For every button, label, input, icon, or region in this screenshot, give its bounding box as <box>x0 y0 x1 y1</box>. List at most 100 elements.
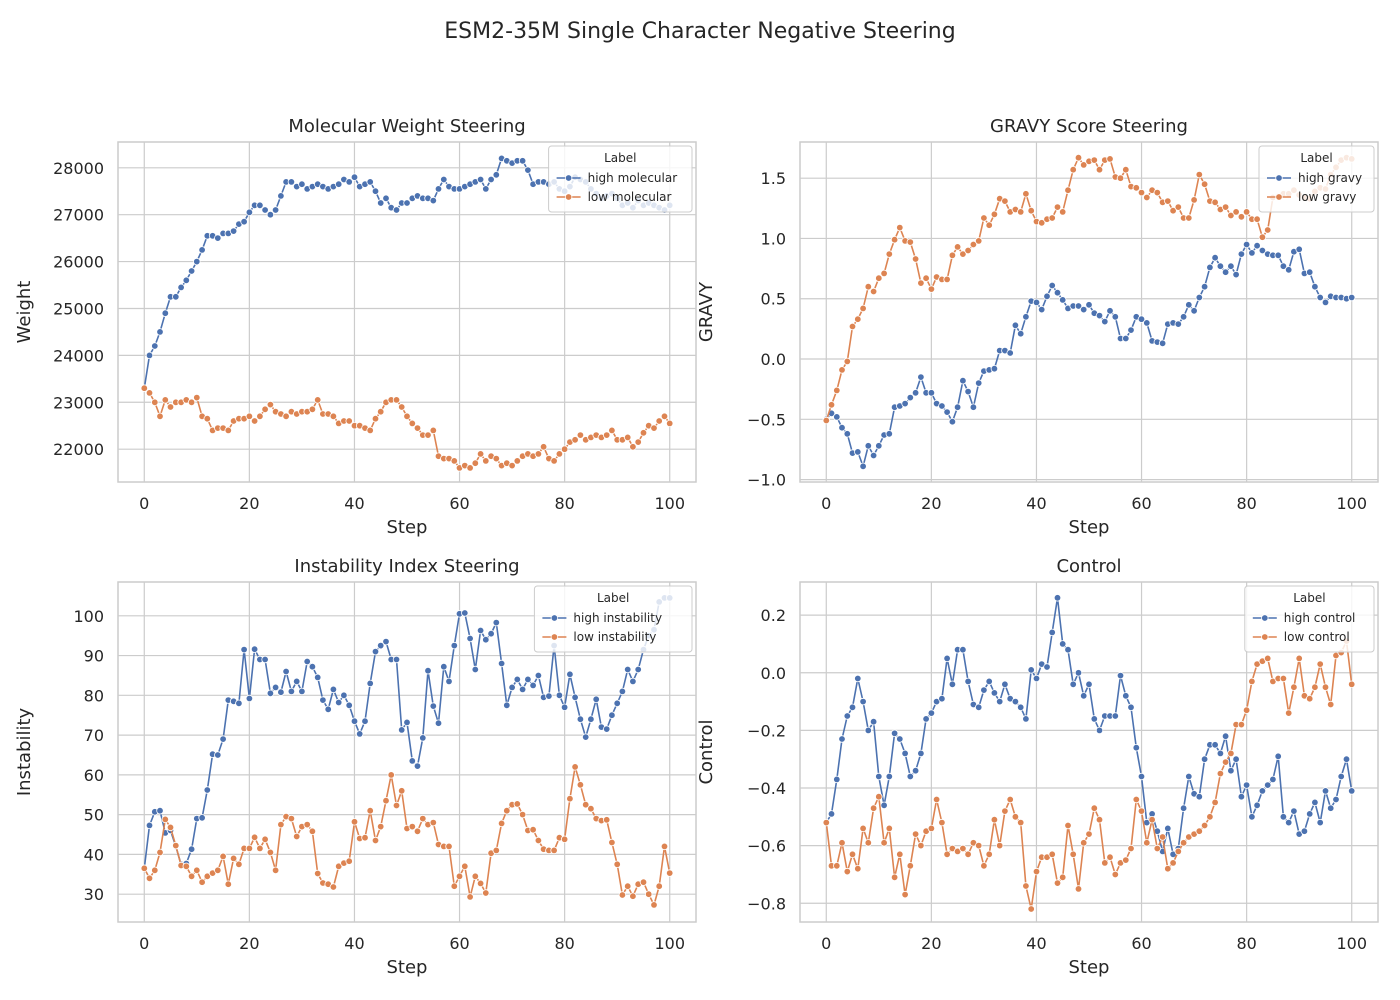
x-tick-label: 100 <box>1336 934 1367 953</box>
data-point <box>1058 640 1067 648</box>
legend-marker <box>1275 193 1283 201</box>
y-tick-label: 0.0 <box>761 350 786 369</box>
data-point <box>193 393 201 402</box>
data-point <box>261 655 269 664</box>
legend-marker <box>550 614 559 622</box>
x-tick-label: 100 <box>654 934 685 953</box>
data-point <box>308 827 317 835</box>
data-point <box>550 846 558 855</box>
data-point <box>1079 839 1088 847</box>
y-tick-label: −0.6 <box>747 837 786 856</box>
data-point <box>282 412 290 420</box>
y-axis-label: Weight <box>14 281 35 344</box>
data-point <box>1347 293 1356 302</box>
data-point <box>161 396 169 404</box>
data-point <box>1279 813 1288 821</box>
data-point <box>266 848 275 857</box>
legend-box <box>548 145 693 213</box>
data-point <box>922 715 930 723</box>
data-point <box>953 243 962 251</box>
data-point <box>145 351 154 360</box>
data-point <box>1195 293 1203 302</box>
data-point <box>403 412 411 420</box>
data-point <box>990 689 999 697</box>
data-point <box>613 860 621 868</box>
data-point <box>608 426 616 435</box>
data-point <box>1279 674 1288 683</box>
legend: Label high gravy low gravy <box>1258 145 1375 213</box>
data-point <box>650 424 658 432</box>
data-point <box>529 826 537 834</box>
y-axis-label: GRAVY <box>696 281 717 342</box>
data-point <box>1148 816 1156 824</box>
data-point <box>482 889 490 897</box>
data-point <box>1095 816 1104 824</box>
data-point <box>413 827 422 835</box>
data-point <box>1001 680 1009 688</box>
data-point <box>859 824 867 833</box>
data-point <box>1237 720 1246 729</box>
data-point <box>534 450 543 458</box>
data-point <box>1079 692 1088 700</box>
data-point <box>1232 755 1240 763</box>
data-point <box>1190 196 1198 204</box>
y-tick-label: 1.0 <box>761 229 786 248</box>
legend-item-label: high gravy <box>1298 171 1362 185</box>
data-point <box>1263 654 1272 663</box>
data-point <box>1027 666 1035 674</box>
data-point <box>1017 208 1025 216</box>
data-point <box>145 389 154 397</box>
data-point <box>838 366 846 374</box>
data-point <box>890 235 899 244</box>
data-point <box>1179 839 1188 847</box>
y-tick-label: 60 <box>84 766 104 785</box>
data-point <box>513 457 521 465</box>
data-point <box>377 408 385 416</box>
x-tick-label: 40 <box>344 934 364 953</box>
data-point <box>859 304 867 313</box>
x-axis-label: Step <box>1069 957 1110 978</box>
data-point <box>366 178 374 186</box>
data-point <box>1064 186 1072 194</box>
data-point <box>1305 695 1314 703</box>
data-point <box>1179 313 1188 321</box>
legend-title: Label <box>1300 151 1332 165</box>
data-point <box>271 683 280 692</box>
data-point <box>261 206 269 214</box>
data-point <box>240 645 248 654</box>
data-point <box>256 844 264 853</box>
data-point <box>1174 847 1182 856</box>
data-point <box>1101 317 1109 326</box>
data-point <box>1132 795 1140 804</box>
data-point <box>476 175 485 184</box>
data-point <box>854 315 862 323</box>
panel-title: GRAVY Score Steering <box>990 116 1188 137</box>
data-point <box>948 251 957 259</box>
data-point <box>1064 646 1072 654</box>
data-point <box>450 641 458 650</box>
data-point <box>187 267 196 275</box>
data-point <box>182 862 190 870</box>
data-point <box>497 819 506 828</box>
data-point <box>629 892 637 900</box>
legend: Label high instability low instability <box>533 585 693 653</box>
data-point <box>911 767 920 775</box>
y-tick-label: 30 <box>84 885 104 904</box>
data-point <box>271 866 280 874</box>
data-point <box>1164 824 1172 833</box>
x-tick-label: 40 <box>1026 494 1046 513</box>
data-point <box>1316 818 1324 827</box>
y-tick-label: 22000 <box>53 440 104 459</box>
data-point <box>885 772 893 781</box>
series-low-gravy <box>822 153 1356 425</box>
data-point <box>1305 810 1314 818</box>
data-point <box>440 175 448 184</box>
data-point <box>140 864 148 872</box>
data-point <box>277 192 285 200</box>
data-point <box>240 217 248 226</box>
data-point <box>492 846 500 855</box>
data-point <box>513 800 521 808</box>
data-point <box>1095 165 1104 174</box>
data-point <box>335 698 343 707</box>
data-point <box>156 848 164 857</box>
